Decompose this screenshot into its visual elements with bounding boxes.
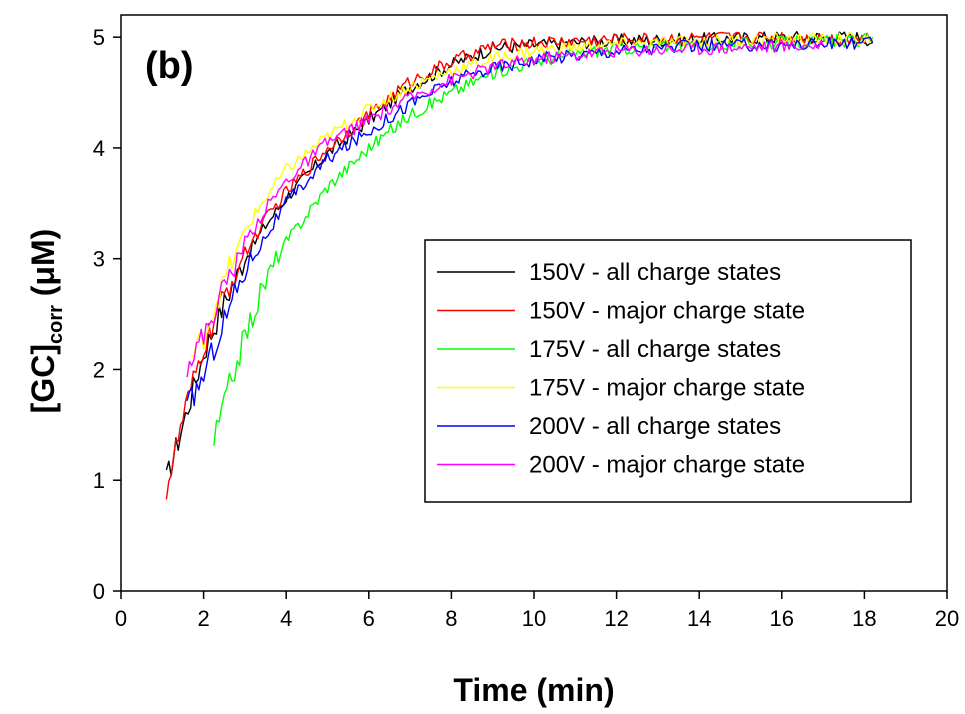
legend: 150V - all charge states 150V - major cha… [424,239,912,503]
x-tick-label: 16 [770,606,794,631]
x-tick-label: 6 [363,606,375,631]
legend-label: 200V - all charge states [529,413,781,440]
legend-box [424,239,912,503]
x-tick-label: 12 [604,606,628,631]
y-axis-title-subscript: corr [45,305,67,344]
x-axis: 0 2 4 6 8 10 12 14 16 18 20 [115,591,959,631]
legend-label: 200V - major charge state [529,452,805,479]
y-tick-label: 4 [93,136,105,161]
x-tick-label: 8 [445,606,457,631]
panel-label: (b) [145,45,194,87]
x-tick-label: 2 [197,606,209,631]
y-axis: 0 1 2 3 4 5 [93,25,121,604]
legend-label: 150V - major charge state [529,298,805,325]
series-layer [165,31,874,500]
y-axis-title: [GC]corr (μM) [25,229,67,414]
y-tick-label: 3 [93,247,105,272]
series-line [213,32,874,446]
y-axis-title-unit: (μM) [25,229,61,305]
y-tick-label: 1 [93,468,105,493]
legend-label: 175V - all charge states [529,336,781,363]
x-tick-label: 14 [687,606,711,631]
y-tick-label: 5 [93,25,105,50]
series-line [186,39,824,378]
x-tick-label: 10 [522,606,546,631]
series-line [165,31,873,500]
x-tick-label: 20 [935,606,959,631]
legend-label: 150V - all charge states [529,259,781,286]
legend-label: 175V - major charge state [529,375,805,402]
y-tick-label: 2 [93,357,105,382]
x-tick-label: 0 [115,606,127,631]
y-axis-title-main: [GC] [25,344,61,413]
series-line [190,32,874,358]
y-tick-label: 0 [93,579,105,604]
x-tick-label: 4 [280,606,292,631]
x-tick-label: 18 [852,606,876,631]
x-axis-title: Time (min) [453,672,614,708]
